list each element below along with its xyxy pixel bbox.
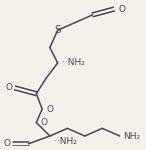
Text: O: O	[46, 105, 53, 114]
Text: O: O	[40, 118, 47, 127]
Text: NH₂: NH₂	[124, 132, 141, 141]
Text: ··NH₂: ··NH₂	[54, 137, 77, 146]
Text: O: O	[5, 83, 12, 92]
Text: ··NH₂: ··NH₂	[61, 58, 84, 68]
Text: O: O	[3, 139, 10, 148]
Text: O: O	[119, 5, 126, 14]
Text: S: S	[54, 25, 61, 35]
